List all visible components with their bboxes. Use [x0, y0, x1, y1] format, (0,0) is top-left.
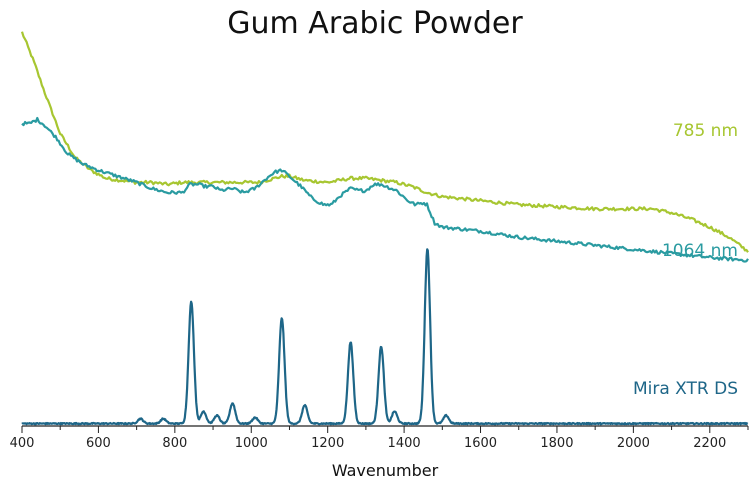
chart-title: Gum Arabic Powder	[227, 6, 523, 41]
x-tick-label: 2000	[617, 436, 650, 451]
series-label-0: 785 nm	[673, 121, 738, 141]
series-line-1	[21, 116, 749, 263]
x-tick-label: 1200	[311, 436, 344, 451]
series-label-1: 1064 nm	[662, 241, 738, 261]
series-line-2	[21, 248, 749, 426]
x-tick-label: 1800	[540, 436, 573, 451]
x-tick-label: 1600	[464, 436, 497, 451]
x-tick-label: 600	[86, 436, 111, 451]
x-tick-label: 2200	[693, 436, 726, 451]
x-tick-label: 800	[162, 436, 187, 451]
x-tick-label: 1000	[235, 436, 268, 451]
series-label-2: Mira XTR DS	[633, 379, 738, 399]
series-line-0	[20, 31, 749, 253]
x-tick-label: 1400	[388, 436, 421, 451]
x-axis-label: Wavenumber	[332, 461, 439, 480]
x-tick-label: 400	[10, 436, 35, 451]
